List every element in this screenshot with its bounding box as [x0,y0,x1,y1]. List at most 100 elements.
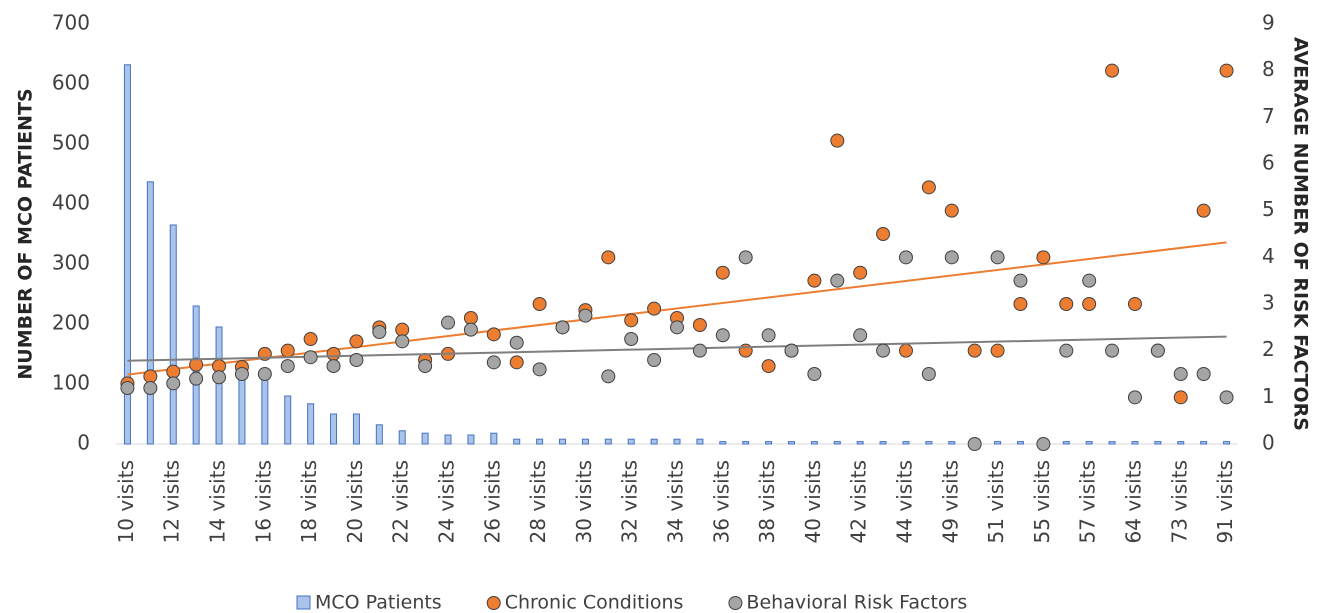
bar [650,438,658,445]
point [509,355,524,370]
point [647,353,662,367]
bar [169,224,177,445]
bar [1177,441,1185,445]
point [853,265,868,280]
bar [1200,441,1208,445]
y-tick-label: 600 [52,71,90,95]
point [921,180,936,195]
y-tick-label: 0 [77,431,90,455]
point [1036,250,1051,265]
y2-tick-label: 2 [1262,337,1275,361]
bar [810,441,818,445]
bar [215,326,223,445]
point [280,343,295,358]
x-tick-label: 10 visits [114,460,138,543]
x-tick-label: 44 visits [892,460,916,543]
point [166,376,181,391]
point [395,334,410,349]
bar [1016,441,1024,445]
bar [307,403,315,445]
bar [742,441,750,445]
point [143,381,158,395]
point [1127,390,1142,405]
point [1059,297,1074,311]
point [532,362,547,377]
point [624,332,639,346]
point [486,355,501,370]
y2-tick-label: 1 [1262,384,1275,408]
point [463,322,478,337]
point [715,265,730,280]
bar [604,438,612,445]
bar [1062,441,1070,445]
point [1059,343,1074,358]
bar [696,438,704,445]
y2-tick-label: 3 [1262,291,1275,315]
point [692,343,707,358]
bar [994,441,1002,445]
point [326,346,341,361]
point [990,250,1005,265]
point [601,369,616,384]
point [876,343,891,358]
bar [719,441,727,445]
bar [421,432,429,445]
point [784,343,799,358]
y2-axis-title: AVERAGE NUMBER OF RISK FACTORS [1290,37,1312,431]
x-tick-label: 49 visits [938,460,962,543]
point [463,311,478,325]
x-tick-label: 32 visits [618,460,642,543]
point [1219,390,1234,405]
point [647,301,662,316]
point [212,370,227,385]
legend-swatch [296,595,311,610]
x-tick-label: 64 visits [1121,460,1145,543]
bar [581,438,589,445]
bar [490,432,498,445]
x-tick-label: 30 visits [572,460,596,543]
point [601,250,616,265]
point [120,381,135,395]
x-tick-label: 38 visits [755,460,779,543]
x-tick-label: 18 visits [297,460,321,543]
point [189,371,204,386]
point [303,332,318,346]
x-tick-label: 51 visits [984,460,1008,543]
point [692,318,707,332]
point [1013,297,1028,311]
bar [261,371,269,445]
bar [673,438,681,445]
x-tick-label: 55 visits [1030,460,1054,543]
x-tick-label: 73 visits [1167,460,1191,543]
x-tick-label: 28 visits [526,460,550,543]
bar [398,430,406,445]
bar [902,441,910,445]
bar [1223,441,1231,445]
bar [284,395,292,445]
y2-tick-label: 7 [1262,104,1275,128]
point [418,359,433,374]
bar [1108,441,1116,445]
point [234,367,249,381]
x-tick-label: 12 visits [160,460,184,543]
bar [352,413,360,445]
point [257,367,272,381]
point [670,320,684,335]
point [1173,390,1188,405]
bar [787,441,795,445]
bar [627,438,635,445]
y-tick-label: 200 [52,311,90,335]
x-tick-label: 40 visits [801,460,825,543]
bar [1085,441,1093,445]
y-tick-label: 500 [52,131,90,155]
point [624,313,639,328]
x-tick-label: 36 visits [709,460,733,543]
y2-tick-label: 8 [1262,57,1275,81]
x-tick-label: 24 visits [435,460,459,543]
point [1196,203,1211,218]
point [807,273,822,288]
point [349,353,364,367]
point [1196,367,1211,381]
point [944,250,959,265]
point [853,328,868,343]
